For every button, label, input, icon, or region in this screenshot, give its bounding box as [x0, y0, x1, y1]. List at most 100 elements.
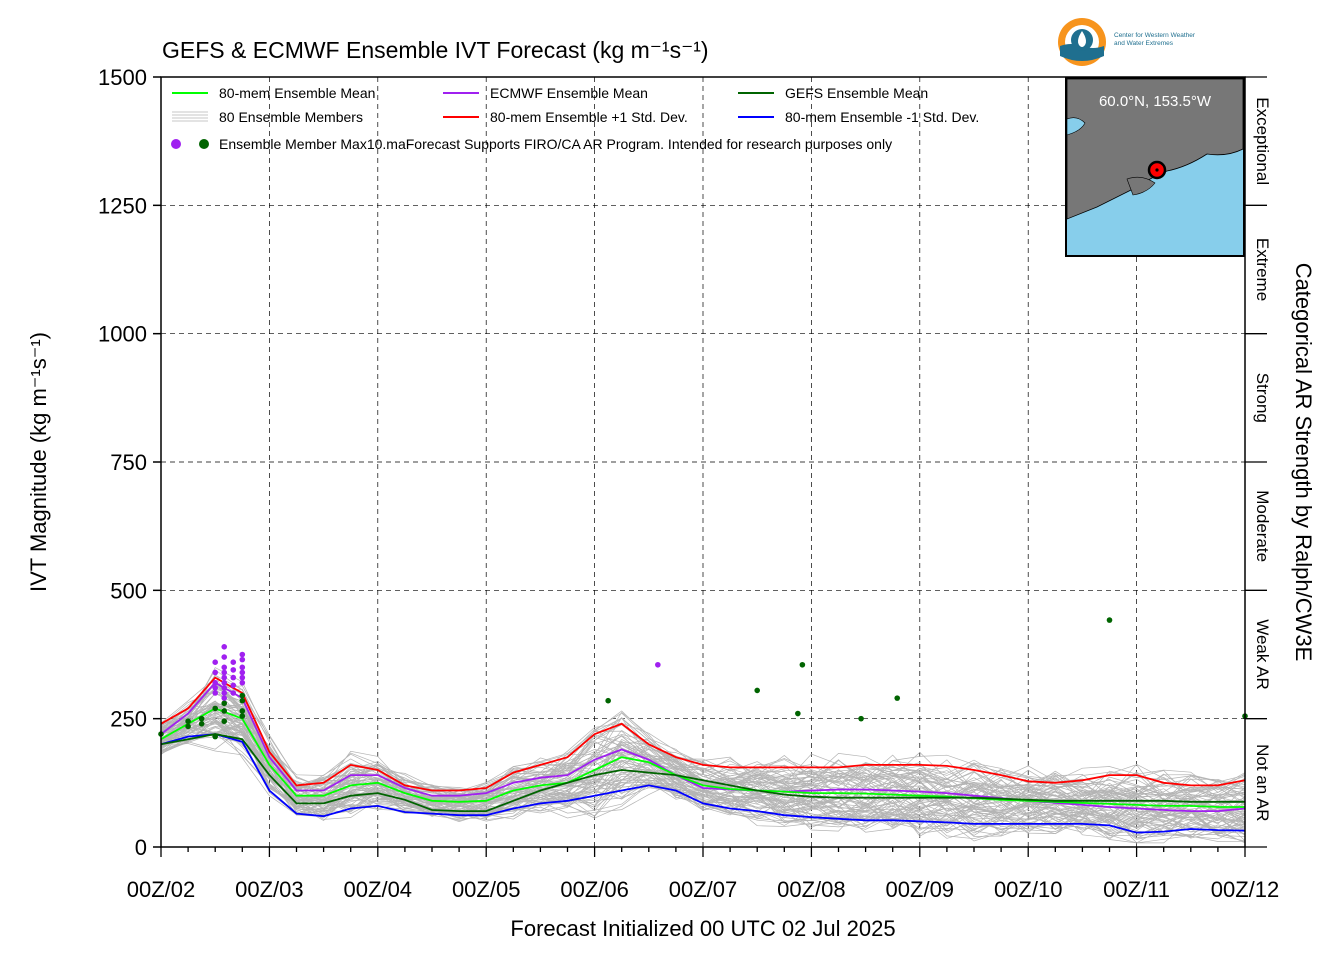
x-tick-label: 00Z/06 — [560, 877, 629, 902]
max-dot-ecmwf — [221, 690, 228, 696]
max-dot-gefs — [185, 723, 191, 730]
max-dot-gefs — [221, 700, 228, 707]
category-label: Weak AR — [1253, 619, 1272, 690]
ensemble-member-line — [160, 704, 1246, 814]
x-tick-label: 00Z/08 — [777, 877, 846, 902]
series-line-gefs-ensemble-mean — [160, 733, 1245, 812]
y-axis-label: IVT Magnitude (kg m⁻¹s⁻¹) — [26, 332, 51, 592]
max-dot-ecmwf — [239, 664, 246, 671]
location-inset-map: 60.0°N, 153.5°W — [1065, 77, 1245, 257]
x-tick-label: 00Z/07 — [669, 877, 738, 902]
category-label: Strong — [1253, 373, 1272, 423]
max-dot-ecmwf — [221, 674, 228, 681]
max-dot-ecmwf — [212, 679, 218, 686]
max-dot-gefs — [1106, 617, 1113, 623]
x-tick-label: 00Z/02 — [127, 877, 196, 902]
max-dot-gefs — [221, 708, 228, 714]
y-tick-label: 500 — [110, 578, 147, 603]
max-dot-ecmwf — [221, 669, 228, 676]
max-dot-ecmwf — [239, 651, 246, 658]
legend-label: GEFS Ensemble Mean — [785, 85, 928, 101]
x-tick-label: 00Z/05 — [452, 877, 521, 902]
ensemble-member-line — [160, 709, 1246, 817]
max-dot-ecmwf — [239, 679, 246, 686]
max-dot-ecmwf — [230, 667, 237, 673]
inset-location-label: 60.0°N, 153.5°W — [1098, 93, 1212, 110]
max-dot-gefs — [221, 718, 228, 725]
y-tick-label: 0 — [135, 835, 147, 860]
legend: 80-mem Ensemble Mean ECMWF Ensemble Mean G… — [171, 85, 979, 152]
ensemble-member-line — [160, 703, 1246, 807]
max-dot-ecmwf — [230, 690, 237, 696]
series-line-80-mem-ensemble-1-std-dev- — [160, 676, 1246, 792]
max-dot-ecmwf — [221, 695, 228, 701]
max-dot-gefs — [185, 718, 191, 725]
max-dot-ecmwf — [212, 690, 218, 696]
max-dot-gefs — [239, 708, 246, 714]
max-dot-ecmwf — [239, 669, 246, 676]
ensemble-member-line — [160, 716, 1246, 817]
chart-title: GEFS & ECMWF Ensemble IVT Forecast (kg m… — [162, 37, 709, 63]
series-lines — [160, 676, 1246, 834]
legend-dots-label: Ensemble Member Max10.maForecast Support… — [219, 136, 892, 152]
ensemble-member-line — [160, 712, 1246, 812]
ensemble-member-line — [160, 684, 1246, 802]
max-dot-gefs — [754, 687, 760, 694]
ensemble-member-line — [160, 705, 1246, 825]
logo-line-2: and Water Extremes — [1114, 40, 1174, 47]
max-dot-ecmwf — [221, 664, 228, 671]
cw3e-logo: Center for Western Weather and Water Ext… — [1056, 16, 1246, 72]
y-tick-label: 1500 — [98, 65, 147, 90]
max-dot-ecmwf — [655, 661, 661, 668]
cw3e-logo-icon — [1058, 18, 1106, 66]
ensemble-member-line — [160, 707, 1246, 815]
y-tick-label: 750 — [110, 450, 147, 475]
max-dots — [158, 617, 1248, 740]
series-line-80-mem-ensemble-1-std-dev- — [160, 733, 1246, 834]
category-label: Exceptional — [1253, 97, 1272, 185]
grid-lines — [161, 77, 1245, 847]
legend-label: 80-mem Ensemble Mean — [219, 85, 375, 101]
ensemble-member-line — [160, 700, 1246, 801]
max-dot-gefs — [799, 661, 806, 668]
max-dot-ecmwf — [212, 659, 218, 665]
x-tick-label: 00Z/11 — [1103, 877, 1170, 902]
max-dot-ecmwf — [221, 654, 228, 660]
ensemble-member-line — [160, 716, 1246, 830]
max-dot-gefs — [795, 710, 801, 717]
max-dot-ecmwf — [230, 682, 237, 689]
logo-line-1: Center for Western Weather — [1114, 32, 1196, 39]
series-line-80-mem-ensemble-mean — [160, 707, 1245, 808]
ensemble-member-line — [160, 725, 1246, 828]
max-dot-gefs — [239, 713, 246, 719]
category-label: Not an AR — [1253, 744, 1272, 822]
max-dot-ecmwf — [230, 674, 237, 681]
max-dot-gefs — [605, 697, 611, 704]
max-dot-ecmwf — [221, 685, 228, 691]
legend-label: ECMWF Ensemble Mean — [490, 85, 648, 101]
x-tick-label: 00Z/10 — [994, 877, 1063, 902]
ensemble-member-line — [160, 719, 1246, 824]
max-dot-ecmwf — [212, 685, 218, 691]
y-tick-label: 250 — [110, 707, 147, 732]
max-dot-gefs — [239, 692, 246, 699]
max-dot-gefs — [239, 697, 246, 704]
max-dot-ecmwf — [221, 644, 228, 650]
legend-dot-ecmwf — [171, 139, 181, 149]
y-tick-label: 1000 — [98, 322, 147, 347]
x-tick-label: 00Z/12 — [1211, 877, 1280, 902]
ensemble-member-line — [160, 706, 1246, 817]
max-dot-ecmwf — [239, 674, 246, 681]
ensemble-member-line — [160, 683, 1246, 800]
max-dot-ecmwf — [239, 656, 246, 663]
max-dot-gefs — [212, 733, 218, 740]
max-dot-gefs — [858, 715, 864, 722]
inset-map-shapes — [1067, 79, 1243, 220]
legend-label: 80 Ensemble Members — [219, 109, 363, 125]
axes: 0 250 500 750 1000 1250 1500 00Z/02 00Z/03 00Z/04… — [98, 65, 1279, 902]
max-dot-gefs — [198, 715, 205, 722]
y-tick-label: 1250 — [98, 193, 147, 218]
max-dot-ecmwf — [230, 659, 237, 665]
max-dot-gefs — [212, 705, 218, 712]
